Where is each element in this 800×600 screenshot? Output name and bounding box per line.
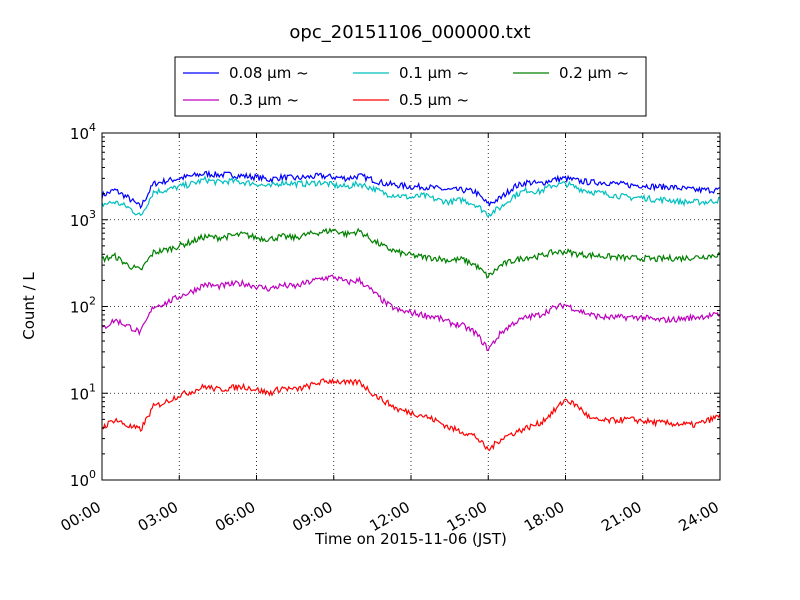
series-line-3 — [101, 274, 721, 352]
series-line-2 — [101, 227, 721, 279]
y-axis-label: Count / L — [20, 272, 38, 340]
series-line-0 — [101, 169, 721, 210]
y-tick-label: 103 — [70, 208, 96, 230]
legend-label-2: 0.2 μm ~ — [559, 64, 629, 82]
chart-title: opc_20151106_000000.txt — [289, 22, 530, 43]
series-group — [101, 169, 721, 452]
y-tick-label: 104 — [70, 121, 96, 143]
y-tick-label: 101 — [70, 381, 96, 403]
legend-label-3: 0.3 μm ~ — [229, 91, 299, 109]
legend-box — [174, 56, 647, 117]
x-axis-label: Time on 2015-11-06 (JST) — [314, 530, 507, 548]
y-tick-label: 102 — [70, 295, 96, 317]
legend-label-0: 0.08 μm ~ — [229, 64, 309, 82]
y-tick-label: 100 — [70, 468, 96, 490]
legend-label-4: 0.5 μm ~ — [399, 91, 469, 109]
series-line-4 — [101, 377, 721, 452]
legend: 0.08 μm ~ 0.1 μm ~ 0.2 μm ~ 0.3 μm ~ 0.5 μm … — [174, 56, 647, 117]
legend-label-1: 0.1 μm ~ — [399, 64, 469, 82]
series-line-1 — [101, 175, 721, 218]
grid — [102, 133, 720, 480]
